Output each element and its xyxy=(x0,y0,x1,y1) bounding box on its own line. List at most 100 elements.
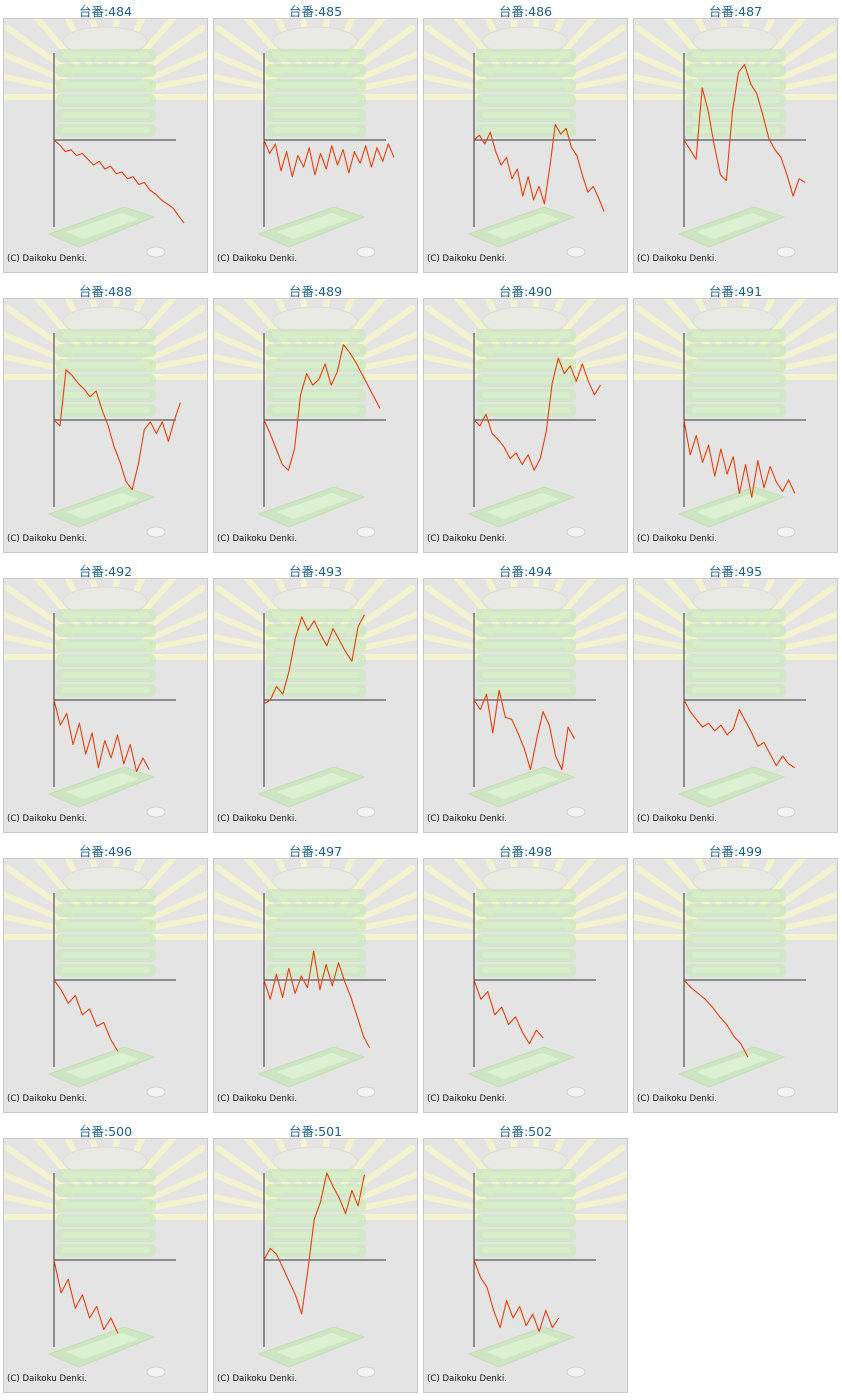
chart-panel: 台番:494 (C) Daikoku Denki. xyxy=(423,560,628,840)
copyright-label: (C) Daikoku Denki. xyxy=(427,1094,507,1104)
copyright-label: (C) Daikoku Denki. xyxy=(427,1374,507,1384)
chart-title: 台番:484 xyxy=(78,4,133,19)
series-line xyxy=(473,979,544,1045)
copyright-label: (C) Daikoku Denki. xyxy=(217,1374,297,1384)
chart-frame: (C) Daikoku Denki. xyxy=(423,298,628,553)
chart-title: 台番:487 xyxy=(708,4,763,19)
series-line xyxy=(263,950,371,1048)
slot-machine-watermark-icon xyxy=(634,579,837,818)
copyright-label: (C) Daikoku Denki. xyxy=(637,1094,717,1104)
chart-frame: (C) Daikoku Denki. xyxy=(633,18,838,273)
chart-panel: 台番:492 (C) Daikoku Denki. xyxy=(3,560,208,840)
line-chart: (C) Daikoku Denki. xyxy=(214,859,417,1104)
chart-grid: 台番:484 (C) Daikoku Denki. 台番:485 (C) Daikok… xyxy=(3,0,842,1399)
chart-panel: 台番:487 (C) Daikoku Denki. xyxy=(633,0,838,280)
line-chart: (C) Daikoku Denki. xyxy=(214,579,417,824)
series-line xyxy=(683,64,806,197)
chart-panel: 台番:502 (C) Daikoku Denki. xyxy=(423,1120,628,1400)
line-chart: (C) Daikoku Denki. xyxy=(4,859,207,1104)
chart-panel: 台番:489 (C) Daikoku Denki. xyxy=(213,280,418,560)
series-line xyxy=(683,419,796,498)
line-chart: (C) Daikoku Denki. xyxy=(214,299,417,544)
chart-title: 台番:499 xyxy=(708,844,763,859)
copyright-label: (C) Daikoku Denki. xyxy=(217,254,297,264)
chart-title: 台番:488 xyxy=(78,284,133,299)
chart-frame: (C) Daikoku Denki. xyxy=(213,18,418,273)
chart-title: 台番:497 xyxy=(288,844,343,859)
series-line xyxy=(473,357,601,471)
series-line xyxy=(683,979,749,1058)
slot-machine-watermark-icon xyxy=(424,859,627,1098)
chart-frame: (C) Daikoku Denki. xyxy=(3,578,208,833)
chart-panel: 台番:495 (C) Daikoku Denki. xyxy=(633,560,838,840)
chart-title: 台番:489 xyxy=(288,284,343,299)
line-chart: (C) Daikoku Denki. xyxy=(4,579,207,824)
slot-machine-watermark-icon xyxy=(634,299,837,538)
chart-panel: 台番:496 (C) Daikoku Denki. xyxy=(3,840,208,1120)
chart-panel: 台番:491 (C) Daikoku Denki. xyxy=(633,280,838,560)
slot-machine-watermark-icon xyxy=(4,299,207,538)
chart-panel: 台番:499 (C) Daikoku Denki. xyxy=(633,840,838,1120)
chart-panel: 台番:501 (C) Daikoku Denki. xyxy=(213,1120,418,1400)
copyright-label: (C) Daikoku Denki. xyxy=(427,814,507,824)
line-chart: (C) Daikoku Denki. xyxy=(424,1139,627,1384)
copyright-label: (C) Daikoku Denki. xyxy=(637,534,717,544)
slot-machine-watermark-icon xyxy=(424,1139,627,1378)
series-line xyxy=(473,689,575,771)
chart-frame: (C) Daikoku Denki. xyxy=(213,578,418,833)
copyright-label: (C) Daikoku Denki. xyxy=(427,254,507,264)
chart-frame: (C) Daikoku Denki. xyxy=(423,858,628,1113)
series-line xyxy=(53,139,185,224)
line-chart: (C) Daikoku Denki. xyxy=(424,299,627,544)
chart-frame: (C) Daikoku Denki. xyxy=(3,858,208,1113)
copyright-label: (C) Daikoku Denki. xyxy=(7,1374,87,1384)
line-chart: (C) Daikoku Denki. xyxy=(634,859,837,1104)
chart-frame: (C) Daikoku Denki. xyxy=(213,298,418,553)
chart-title: 台番:501 xyxy=(288,1124,343,1139)
chart-title: 台番:486 xyxy=(498,4,553,19)
slot-machine-watermark-icon xyxy=(214,1139,417,1378)
chart-frame: (C) Daikoku Denki. xyxy=(3,1138,208,1393)
copyright-label: (C) Daikoku Denki. xyxy=(7,534,87,544)
copyright-label: (C) Daikoku Denki. xyxy=(427,534,507,544)
chart-title: 台番:494 xyxy=(498,564,553,579)
copyright-label: (C) Daikoku Denki. xyxy=(7,1094,87,1104)
chart-title: 台番:498 xyxy=(498,844,553,859)
chart-title: 台番:491 xyxy=(708,284,763,299)
slot-machine-watermark-icon xyxy=(214,859,417,1098)
line-chart: (C) Daikoku Denki. xyxy=(214,19,417,264)
slot-machine-watermark-icon xyxy=(214,19,417,258)
chart-title: 台番:485 xyxy=(288,4,343,19)
chart-panel: 台番:493 (C) Daikoku Denki. xyxy=(213,560,418,840)
line-chart: (C) Daikoku Denki. xyxy=(424,859,627,1104)
copyright-label: (C) Daikoku Denki. xyxy=(7,814,87,824)
line-chart: (C) Daikoku Denki. xyxy=(424,19,627,264)
copyright-label: (C) Daikoku Denki. xyxy=(217,534,297,544)
line-chart: (C) Daikoku Denki. xyxy=(4,299,207,544)
chart-panel: 台番:500 (C) Daikoku Denki. xyxy=(3,1120,208,1400)
slot-machine-watermark-icon xyxy=(634,859,837,1098)
slot-machine-watermark-icon xyxy=(424,579,627,818)
chart-panel: 台番:497 (C) Daikoku Denki. xyxy=(213,840,418,1120)
series-line xyxy=(263,1172,365,1315)
line-chart: (C) Daikoku Denki. xyxy=(424,579,627,824)
line-chart: (C) Daikoku Denki. xyxy=(4,1139,207,1384)
copyright-label: (C) Daikoku Denki. xyxy=(217,814,297,824)
slot-machine-watermark-icon xyxy=(424,19,627,258)
chart-panel: 台番:486 (C) Daikoku Denki. xyxy=(423,0,628,280)
chart-frame: (C) Daikoku Denki. xyxy=(423,578,628,833)
chart-frame: (C) Daikoku Denki. xyxy=(633,858,838,1113)
chart-panel: 台番:488 (C) Daikoku Denki. xyxy=(3,280,208,560)
series-line xyxy=(473,1259,560,1333)
slot-machine-watermark-icon xyxy=(634,19,837,258)
slot-machine-watermark-icon xyxy=(214,579,417,818)
series-line xyxy=(53,369,181,491)
copyright-label: (C) Daikoku Denki. xyxy=(7,254,87,264)
slot-machine-watermark-icon xyxy=(4,19,207,258)
chart-panel: 台番:490 (C) Daikoku Denki. xyxy=(423,280,628,560)
series-line xyxy=(683,699,796,769)
chart-frame: (C) Daikoku Denki. xyxy=(3,18,208,273)
slot-machine-watermark-icon xyxy=(4,859,207,1098)
slot-machine-watermark-icon xyxy=(4,1139,207,1378)
line-chart: (C) Daikoku Denki. xyxy=(634,579,837,824)
